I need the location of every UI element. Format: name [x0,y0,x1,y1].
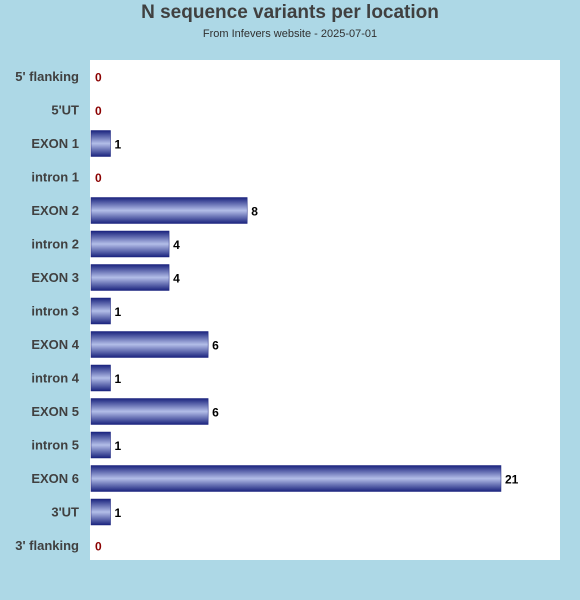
category-labels-group: 5' flanking 5'UT EXON 1 intron 1 EXON 2 intro… [15,69,80,553]
bar-3ut [90,498,111,526]
value-label-intron-3: 1 [115,305,122,319]
value-label-intron-2: 4 [173,238,180,252]
category-label-exon-4: EXON 4 [31,337,79,352]
value-label-exon-2: 8 [251,205,258,219]
value-label-exon-5: 6 [212,406,219,420]
category-label-5-flanking: 5' flanking [15,69,79,84]
category-label-intron-2: intron 2 [31,237,79,252]
category-label-exon-2: EXON 2 [31,203,79,218]
value-label-exon-3: 4 [173,272,180,286]
value-label-intron-5: 1 [115,439,122,453]
value-label-intron-1: 0 [95,171,102,185]
category-label-exon-3: EXON 3 [31,270,79,285]
category-label-intron-1: intron 1 [31,170,79,185]
category-label-exon-6: EXON 6 [31,471,79,486]
chart-subtitle: From Infevers website - 2025-07-01 [202,28,378,40]
bar-intron-4 [90,364,111,392]
category-label-intron-4: intron 4 [31,371,79,386]
bar-exon-5 [90,398,209,425]
bar-exon-4 [90,331,209,358]
value-label-3ut: 1 [115,506,122,520]
bars-group [90,130,502,526]
category-label-3-flanking: 3' flanking [15,538,79,553]
value-label-exon-1: 1 [115,138,122,152]
bar-exon-1 [90,130,111,157]
bar-intron-2 [90,230,170,258]
bar-exon-3 [90,264,170,291]
category-label-exon-1: EXON 1 [31,136,79,151]
bar-exon-6 [90,465,502,492]
category-label-exon-5: EXON 5 [31,404,79,419]
bar-intron-3 [90,297,111,325]
bar-intron-5 [90,431,111,459]
value-label-3-flanking: 0 [95,540,102,554]
value-label-5ut: 0 [95,104,102,118]
category-label-5ut: 5'UT [51,103,79,118]
value-label-exon-4: 6 [212,339,219,353]
category-label-intron-3: intron 3 [31,304,79,319]
bar-exon-2 [90,197,248,224]
value-label-intron-4: 1 [115,372,122,386]
value-labels-group: 0 0 1 0 8 4 4 1 6 1 6 1 21 1 0 [95,71,519,554]
category-label-intron-5: intron 5 [31,438,79,453]
value-label-exon-6: 21 [505,473,519,487]
category-label-3ut: 3'UT [51,505,79,520]
value-label-5-flanking: 0 [95,71,102,85]
chart-title: N sequence variants per location [141,2,439,23]
